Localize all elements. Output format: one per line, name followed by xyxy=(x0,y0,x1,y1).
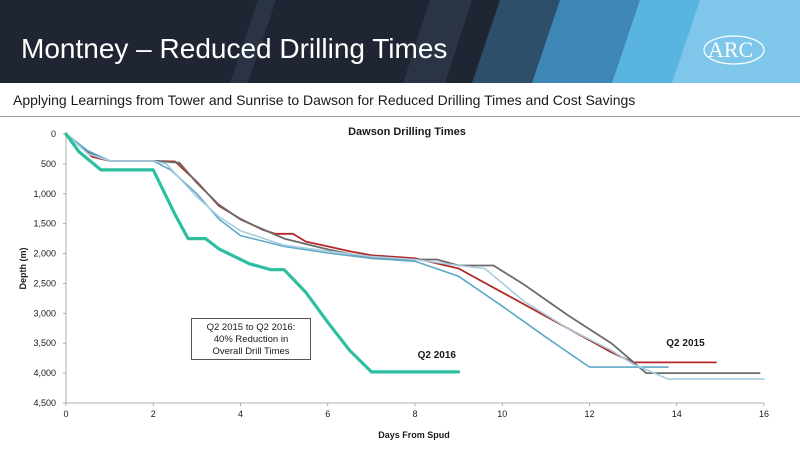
y-tick-label: 2,500 xyxy=(33,278,56,288)
slide-title: Montney – Reduced Drilling Times xyxy=(21,33,448,64)
x-tick-label: 4 xyxy=(238,409,243,419)
reduction-callout: Q2 2015 to Q2 2016: 40% Reduction in Ove… xyxy=(191,318,311,360)
header-bar: Montney – Reduced Drilling Times ARC xyxy=(0,0,800,83)
y-tick-label: 1,000 xyxy=(33,189,56,199)
callout-line: 40% Reduction in xyxy=(213,334,289,345)
logo-text: ARC xyxy=(708,37,753,62)
drilling-times-chart: Dawson Drilling Times Depth (m) Days Fro… xyxy=(18,126,769,440)
series-layer xyxy=(64,132,765,380)
x-tick-label: 6 xyxy=(325,409,330,419)
series-label-layer: Q2 2016 Q2 2015 xyxy=(418,338,705,361)
series-line-well-2 xyxy=(65,133,761,375)
header-stripe-dark xyxy=(403,0,472,83)
divider xyxy=(0,116,800,117)
chart-title: Dawson Drilling Times xyxy=(348,126,466,138)
callout-line: Overall Drill Times xyxy=(212,346,290,357)
y-tick-label: 0 xyxy=(51,129,56,139)
y-axis-label: Depth (m) xyxy=(18,248,28,290)
axes: 0 500 1,000 1,500 2,000 2,500 3,000 3,500 4,000 4… xyxy=(33,129,769,419)
callout-line: Q2 2015 to Q2 2016: xyxy=(206,322,296,333)
x-tick-label: 14 xyxy=(672,409,682,419)
x-tick-label: 0 xyxy=(63,409,68,419)
y-tick-label: 500 xyxy=(41,159,56,169)
header-stripe-dark xyxy=(230,0,276,83)
header-stripe-light-blue xyxy=(672,0,800,83)
series-line-well-3 xyxy=(65,133,669,368)
x-tick-label: 10 xyxy=(497,409,507,419)
x-axis-label: Days From Spud xyxy=(378,430,450,440)
x-tick-label: 2 xyxy=(151,409,156,419)
series-line-q2-2015 xyxy=(65,133,717,364)
y-tick-label: 4,000 xyxy=(33,368,56,378)
y-tick-label: 2,000 xyxy=(33,249,56,259)
series-label: Q2 2016 xyxy=(418,350,457,361)
y-tick-label: 3,500 xyxy=(33,338,56,348)
slide-subtitle: Applying Learnings from Tower and Sunris… xyxy=(13,92,636,108)
x-tick-label: 16 xyxy=(759,409,769,419)
logo-swoosh xyxy=(703,35,765,65)
x-tick-label: 12 xyxy=(584,409,594,419)
y-tick-label: 4,500 xyxy=(33,398,56,408)
y-tick-label: 3,000 xyxy=(33,308,56,318)
y-tick-label: 1,500 xyxy=(33,219,56,229)
arc-logo: ARC xyxy=(703,35,765,65)
series-label: Q2 2015 xyxy=(666,338,705,349)
x-tick-label: 8 xyxy=(412,409,417,419)
series-line-well-4 xyxy=(65,133,765,380)
series-line-q2-2016 xyxy=(64,132,461,374)
header-decoration xyxy=(230,0,800,83)
